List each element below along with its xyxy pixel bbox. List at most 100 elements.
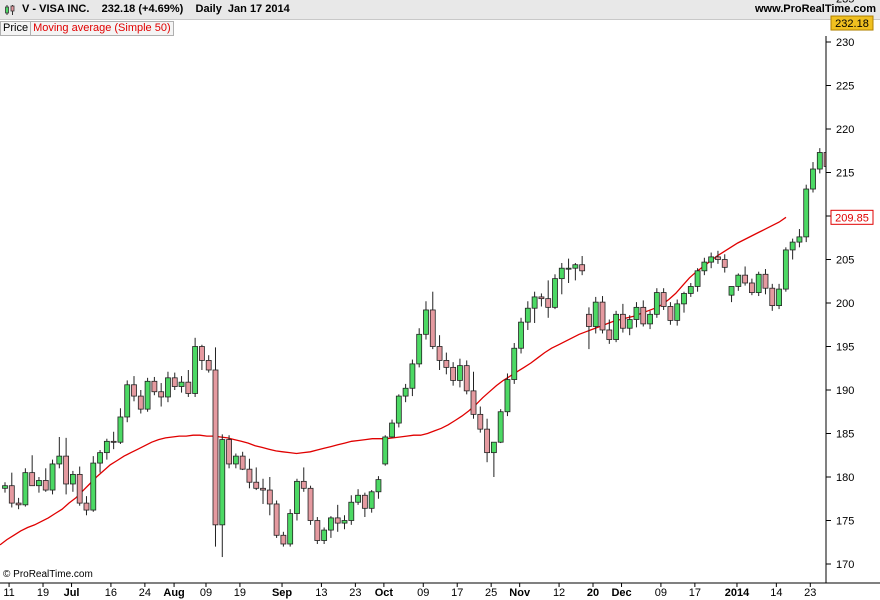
candle-body [219,439,226,526]
candle [463,360,470,395]
candle-body [76,473,83,504]
candle-body [423,309,429,335]
candle-body [375,479,382,493]
x-tick-label: Aug [163,587,184,599]
candle [810,162,816,193]
candle-body [348,501,355,521]
candle-body [226,439,232,465]
candle-body [355,494,361,503]
candle [151,376,158,396]
candle [796,229,803,248]
candle [361,492,368,518]
candle-body [29,472,36,487]
candle [613,310,619,343]
x-tick-label: 09 [417,587,429,599]
candle [321,527,328,544]
source-link[interactable]: www.ProRealTime.com [754,3,876,15]
y-tick-label: 230 [836,37,854,49]
candle-body [789,241,796,251]
candle [2,482,8,493]
candle-body [97,452,103,464]
candle-body [511,347,518,380]
candle-body [586,313,592,327]
candle [29,455,36,487]
candle [42,468,49,492]
candle [15,497,22,510]
candle [76,466,83,506]
candle [334,504,341,532]
candle-body [647,313,653,325]
candle-body [715,256,721,260]
candle-body [552,278,558,308]
candle [307,485,314,525]
candle [735,273,742,291]
x-tick-label: Nov [509,587,531,599]
candle [565,258,572,283]
candle [368,490,375,513]
candle [742,266,749,286]
legend-moving-average[interactable]: Moving average (Simple 50) [30,22,173,35]
candle [728,286,735,303]
candle [803,184,810,243]
candle [416,328,423,368]
y-tick-label: 235 [836,0,854,6]
candle-body [185,381,192,394]
x-tick-label: Oct [375,587,394,599]
candle [599,296,606,334]
candle-body [755,273,762,293]
y-tick-label: 190 [836,385,854,397]
x-tick-label: 16 [105,587,117,599]
candle [538,293,545,307]
candle-body [762,273,769,289]
candle-body [579,264,586,272]
candle-body [776,288,782,307]
candle-body [660,292,667,307]
candle-body [701,261,708,272]
candle-body [463,365,470,392]
candle [83,496,90,516]
candle-body [619,313,626,329]
candle [647,310,653,330]
candle [266,477,273,516]
candle-body [497,411,504,443]
candle-body [36,480,42,487]
candle [653,288,660,318]
candle [8,472,15,508]
candle-body [592,301,599,327]
candle-body [769,287,776,307]
candle-body [328,517,334,531]
candle [56,436,63,469]
candle-body [402,387,409,397]
candle-body [565,267,572,270]
candle [755,271,762,297]
candle [131,376,137,402]
candle [178,376,185,393]
candle [429,291,436,350]
candle [402,383,409,403]
candle-body [137,395,144,410]
candle [477,406,484,433]
candlestick-icon [5,5,15,15]
ma-value-marker: 209.85 [835,212,869,224]
candle [382,435,389,466]
candle-body [443,360,450,368]
candle-body [721,259,728,268]
candle [97,450,103,473]
candle [165,371,171,403]
candle [789,238,796,260]
candle-body [56,455,63,465]
candle [504,373,511,417]
legend-price[interactable]: Price [3,22,29,34]
candle [395,394,402,428]
candle-body [518,321,524,349]
x-tick-label: Jul [64,587,80,599]
candle-body [205,360,212,371]
candle [586,307,592,350]
candle [22,468,29,507]
candle-body [63,455,70,485]
candle [219,434,226,558]
candle-body [429,309,436,347]
candle-body [334,517,341,524]
candle-body [321,529,328,541]
